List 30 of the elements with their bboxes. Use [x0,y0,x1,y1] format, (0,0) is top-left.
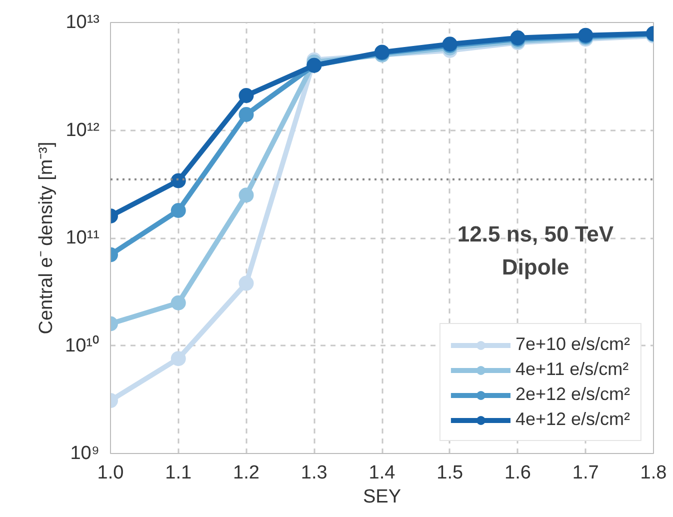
point [170,173,186,188]
x-tick-label: 1.8 [640,462,667,484]
y-tick-label: 10⁹ [70,443,100,464]
x-tick-label: 1.0 [97,462,124,484]
legend-label: 2e+12 e/s/cm² [515,384,630,405]
x-tick-label: 1.4 [368,462,396,484]
point [170,295,186,310]
y-tick-label: 10¹¹ [66,228,100,248]
point [238,88,254,104]
legend-label: 7e+10 e/s/cm² [515,334,630,355]
y-axis-title: Central e⁻ density [m⁻³] [36,142,58,334]
y-tick-label: 10¹² [66,120,100,141]
point [238,188,254,203]
x-axis-title: SEY [362,486,402,508]
point [238,107,254,122]
point [170,351,186,366]
x-tick-label: 1.2 [233,462,260,484]
y-tick-label: 10¹³ [66,12,100,33]
point [238,276,254,291]
annotation: 12.5 ns, 50 TeV [457,222,614,246]
point [170,203,186,218]
x-tick-label: 1.5 [436,462,464,484]
x-tick-label: 1.6 [504,462,531,484]
y-tick-label: 10¹⁰ [65,334,100,356]
x-tick-label: 1.1 [165,462,192,484]
x-tick-label: 1.3 [300,462,328,484]
legend-label: 4e+12 e/s/cm² [515,409,630,430]
legend-label: 4e+11 e/s/cm² [515,359,629,380]
x-tick-label: 1.7 [572,462,599,484]
annotation: Dipole [502,254,570,280]
